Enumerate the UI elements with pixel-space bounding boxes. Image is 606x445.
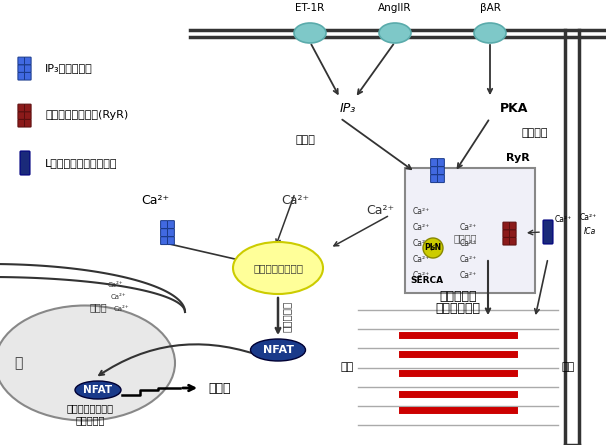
FancyBboxPatch shape bbox=[161, 221, 167, 228]
Text: リン酸化: リン酸化 bbox=[522, 128, 548, 138]
Text: βAR: βAR bbox=[479, 3, 501, 13]
Text: Ca²⁺: Ca²⁺ bbox=[413, 206, 430, 215]
FancyBboxPatch shape bbox=[438, 175, 444, 182]
Text: カルシウム: カルシウム bbox=[439, 291, 477, 303]
Ellipse shape bbox=[0, 306, 175, 421]
FancyBboxPatch shape bbox=[543, 220, 553, 244]
Text: L型カルシウムチャネル: L型カルシウムチャネル bbox=[45, 158, 118, 168]
FancyBboxPatch shape bbox=[510, 222, 516, 230]
Text: Ca²⁺: Ca²⁺ bbox=[413, 255, 430, 263]
FancyBboxPatch shape bbox=[18, 104, 24, 112]
FancyBboxPatch shape bbox=[167, 221, 175, 228]
Text: 筋小胞体: 筋小胞体 bbox=[453, 233, 477, 243]
FancyBboxPatch shape bbox=[18, 120, 24, 127]
FancyBboxPatch shape bbox=[20, 151, 30, 175]
Ellipse shape bbox=[379, 23, 411, 43]
Text: 心肥大: 心肥大 bbox=[208, 381, 230, 395]
FancyBboxPatch shape bbox=[167, 229, 175, 237]
Text: Ca²⁺: Ca²⁺ bbox=[110, 294, 126, 300]
Ellipse shape bbox=[250, 339, 305, 361]
Text: Ca²⁺: Ca²⁺ bbox=[460, 255, 478, 263]
FancyBboxPatch shape bbox=[24, 73, 31, 80]
Text: 心肥大関連遺伝子: 心肥大関連遺伝子 bbox=[67, 403, 113, 413]
Ellipse shape bbox=[474, 23, 506, 43]
FancyBboxPatch shape bbox=[503, 222, 510, 230]
Text: RyR: RyR bbox=[506, 153, 530, 163]
Bar bbox=[405, 168, 535, 293]
Text: NFAT: NFAT bbox=[84, 385, 113, 395]
Text: Ca²⁺: Ca²⁺ bbox=[413, 222, 430, 231]
Ellipse shape bbox=[233, 242, 323, 294]
Text: 核: 核 bbox=[14, 356, 22, 370]
Text: AngIIR: AngIIR bbox=[378, 3, 411, 13]
Text: IP₃: IP₃ bbox=[340, 101, 356, 114]
Text: SERCA: SERCA bbox=[410, 276, 443, 285]
Text: リアノジン受容体(RyR): リアノジン受容体(RyR) bbox=[45, 110, 128, 120]
Text: PKA: PKA bbox=[500, 101, 528, 114]
FancyBboxPatch shape bbox=[438, 158, 444, 166]
Text: 小胞体: 小胞体 bbox=[89, 302, 107, 312]
Text: 収縮: 収縮 bbox=[562, 363, 575, 372]
FancyBboxPatch shape bbox=[431, 175, 438, 182]
FancyBboxPatch shape bbox=[510, 238, 516, 245]
Text: Ca²⁺: Ca²⁺ bbox=[579, 214, 597, 222]
Text: Ca²⁺: Ca²⁺ bbox=[113, 306, 129, 312]
FancyBboxPatch shape bbox=[18, 57, 24, 65]
FancyBboxPatch shape bbox=[167, 237, 175, 245]
Text: PLN: PLN bbox=[424, 243, 442, 252]
FancyBboxPatch shape bbox=[24, 112, 31, 119]
Text: Ca²⁺: Ca²⁺ bbox=[460, 271, 478, 279]
FancyBboxPatch shape bbox=[431, 167, 438, 174]
FancyBboxPatch shape bbox=[24, 120, 31, 127]
FancyBboxPatch shape bbox=[438, 167, 444, 174]
Text: Ca²⁺: Ca²⁺ bbox=[413, 271, 430, 279]
Text: Ca²⁺: Ca²⁺ bbox=[413, 239, 430, 247]
Text: サイクリング: サイクリング bbox=[436, 303, 481, 316]
FancyBboxPatch shape bbox=[161, 237, 167, 245]
FancyBboxPatch shape bbox=[24, 104, 31, 112]
Text: Ca²⁺: Ca²⁺ bbox=[281, 194, 309, 206]
FancyBboxPatch shape bbox=[18, 112, 24, 119]
Text: ICa: ICa bbox=[584, 227, 596, 236]
Text: Ca²⁺: Ca²⁺ bbox=[141, 194, 169, 206]
Ellipse shape bbox=[294, 23, 326, 43]
FancyBboxPatch shape bbox=[503, 230, 510, 237]
FancyBboxPatch shape bbox=[24, 57, 31, 65]
FancyBboxPatch shape bbox=[24, 65, 31, 73]
Text: 転写活性化: 転写活性化 bbox=[75, 415, 105, 425]
Text: Ca²⁺: Ca²⁺ bbox=[460, 239, 478, 247]
Text: Ca²⁺: Ca²⁺ bbox=[366, 203, 394, 217]
Text: IP₃レセプター: IP₃レセプター bbox=[45, 63, 93, 73]
Text: Ca²⁺: Ca²⁺ bbox=[460, 222, 478, 231]
Ellipse shape bbox=[423, 238, 443, 258]
Text: 弛緩: 弛緩 bbox=[341, 363, 354, 372]
Text: ⚡: ⚡ bbox=[430, 243, 436, 253]
FancyBboxPatch shape bbox=[161, 229, 167, 237]
FancyBboxPatch shape bbox=[503, 238, 510, 245]
Text: ET-1R: ET-1R bbox=[295, 3, 325, 13]
FancyBboxPatch shape bbox=[510, 230, 516, 237]
Text: 脱リン酸化: 脱リン酸化 bbox=[282, 300, 292, 332]
FancyBboxPatch shape bbox=[18, 73, 24, 80]
Text: カルシニューリン: カルシニューリン bbox=[253, 263, 303, 273]
Text: NFAT: NFAT bbox=[262, 345, 293, 355]
FancyBboxPatch shape bbox=[431, 158, 438, 166]
FancyBboxPatch shape bbox=[18, 65, 24, 73]
Text: Ca²⁺: Ca²⁺ bbox=[554, 215, 571, 224]
Text: 活性化: 活性化 bbox=[295, 135, 315, 145]
Text: Ca²⁺: Ca²⁺ bbox=[107, 282, 123, 288]
Ellipse shape bbox=[75, 381, 121, 399]
